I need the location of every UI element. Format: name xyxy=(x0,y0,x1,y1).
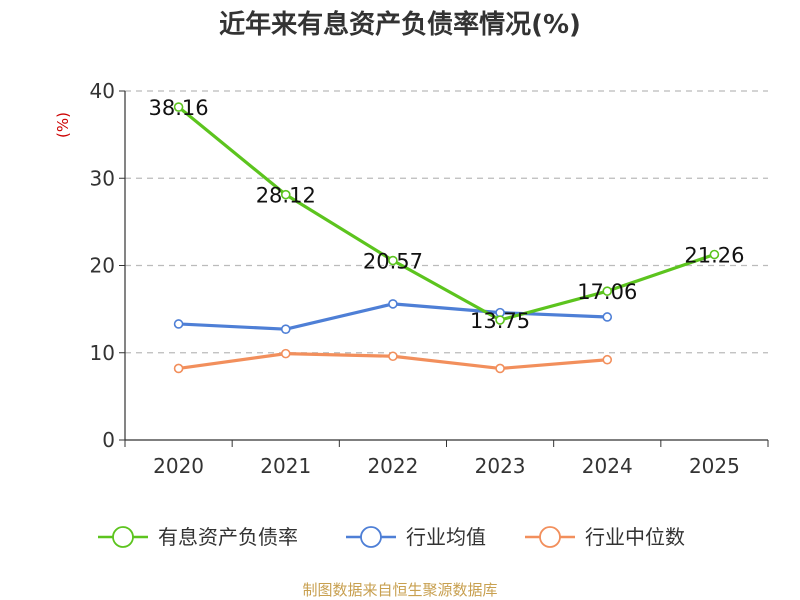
y-tick-label-1: 10 xyxy=(90,341,115,365)
point-1-4 xyxy=(602,312,613,322)
y-tick-label-3: 30 xyxy=(90,166,115,190)
point-1-2 xyxy=(388,299,398,309)
axes: 0 10 20 30 40 2020 2021 2022 2023 2024 2025 xyxy=(90,79,769,478)
chart-title: 近年来有息资产负债率情况(%) xyxy=(219,9,581,40)
legend-label-0: 有息资产负债率 xyxy=(158,525,298,549)
legend-label-1: 行业均值 xyxy=(406,525,486,549)
legend: 有息资产负债率 行业均值 行业中位数 xyxy=(98,525,685,549)
point-0-1 xyxy=(280,189,291,200)
series-line-0 xyxy=(177,105,715,322)
x-tick-label-0: 2020 xyxy=(153,454,204,478)
point-2-4 xyxy=(602,354,613,365)
point-0-5 xyxy=(709,249,720,260)
point-2-0 xyxy=(173,363,184,374)
point-1-1 xyxy=(280,324,291,334)
point-0-4 xyxy=(602,286,613,296)
x-tick-label-1: 2021 xyxy=(260,454,311,478)
data-labels: 38.16 28.12 20.57 13.75 17.06 21.26 xyxy=(149,96,745,333)
y-tick-label-0: 0 xyxy=(102,428,115,452)
point-0-2 xyxy=(388,255,398,266)
point-0-3 xyxy=(495,315,505,325)
gridlines xyxy=(125,90,768,354)
data-label-5: 21.26 xyxy=(684,244,744,268)
point-2-3 xyxy=(495,363,505,374)
legend-marker-1 xyxy=(360,526,382,548)
x-tick-label-5: 2025 xyxy=(689,454,740,478)
y-tick-label-4: 40 xyxy=(90,79,115,103)
source-note: 制图数据来自恒生聚源数据库 xyxy=(302,581,497,599)
x-tick-label-4: 2024 xyxy=(582,454,633,478)
point-2-1 xyxy=(280,348,291,359)
point-0-0 xyxy=(173,102,184,112)
x-tick-label-2: 2022 xyxy=(367,454,418,478)
data-label-2: 20.57 xyxy=(363,250,423,274)
data-label-3: 13.75 xyxy=(470,309,530,333)
series-layer xyxy=(173,102,720,374)
data-label-4: 17.06 xyxy=(577,280,637,304)
legend-marker-2 xyxy=(539,526,561,548)
legend-marker-0 xyxy=(112,526,134,548)
data-label-1: 28.12 xyxy=(256,184,316,208)
x-tick-label-3: 2023 xyxy=(475,454,526,478)
y-axis-unit: (%) xyxy=(54,112,72,138)
y-tick-label-2: 20 xyxy=(90,254,115,278)
point-1-0 xyxy=(173,319,184,329)
legend-label-2: 行业中位数 xyxy=(585,525,685,549)
data-label-0: 38.16 xyxy=(149,96,209,120)
point-2-2 xyxy=(388,351,398,362)
